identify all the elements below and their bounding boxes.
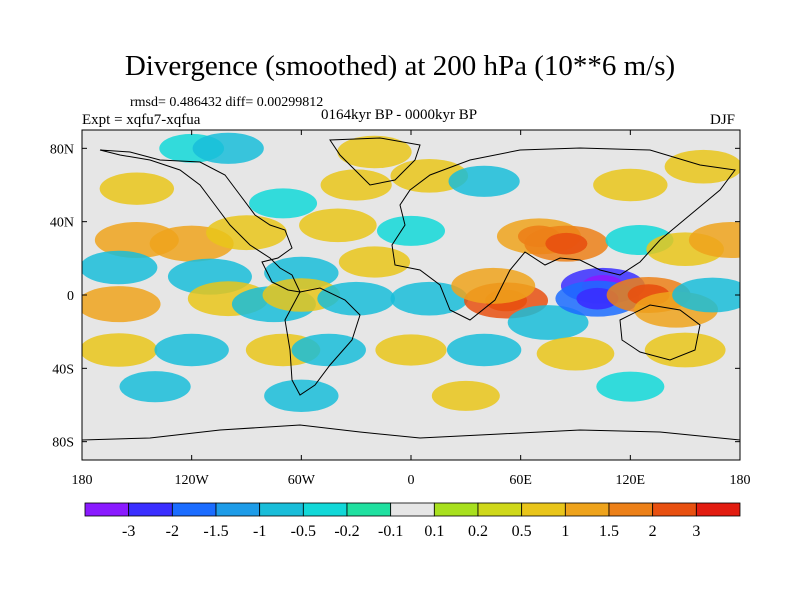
colorbar: -3 -2 -1.5 -1 -0.5 -0.2 -0.1 0.1 0.2 0.5 1 1.5 2 3 [84, 502, 741, 540]
period-label: 0164kyr BP - 0000kyr BP [321, 107, 478, 123]
colorbar-swatch [215, 502, 261, 517]
field-blob [507, 305, 589, 340]
field-blob [317, 281, 395, 316]
field-blob [644, 332, 726, 368]
field-blob [206, 215, 287, 251]
field-blob [320, 169, 392, 201]
colorbar-swatch [346, 502, 392, 517]
colorbar-swatch [652, 502, 697, 517]
field-blob [431, 380, 500, 411]
x-tick-label: 60E [509, 473, 532, 488]
field-blob [536, 336, 615, 371]
experiment-label: Expt = xqfu7-xqfua [82, 112, 201, 128]
colorbar-label: -0.1 [378, 523, 403, 540]
coastline-eurasia-africa [391, 147, 736, 321]
colorbar-label: -1.5 [203, 523, 228, 540]
y-tick-label: 80N [50, 142, 74, 157]
field-blob [596, 371, 665, 402]
field-blob-core [545, 232, 588, 255]
field-blob [82, 286, 161, 323]
colorbar-label: 2 [649, 523, 657, 540]
colorbar-label: 0.1 [424, 523, 444, 540]
map-field [82, 130, 740, 460]
field-blob [446, 333, 522, 367]
x-tick-label: 120W [175, 473, 210, 488]
coastline-australia [619, 304, 701, 361]
x-tick-label: 60W [288, 473, 316, 488]
field-blob [451, 267, 536, 304]
colorbar-swatch [128, 502, 173, 517]
colorbar-label: -2 [166, 523, 179, 540]
field-blob [119, 371, 191, 403]
coastline-south-america [284, 287, 361, 396]
field-blob [377, 215, 445, 246]
coastline-greenland [329, 137, 421, 186]
colorbar-label: -3 [122, 523, 135, 540]
colorbar-swatch [433, 502, 479, 517]
x-tick-label: 180 [730, 473, 751, 488]
y-tick-label: 40N [50, 216, 74, 231]
field-blob [291, 333, 366, 367]
colorbar-swatch [259, 502, 304, 517]
field-blob [82, 250, 158, 285]
colorbar-swatch [84, 502, 130, 517]
colorbar-swatch [564, 502, 610, 517]
stats-line: rmsd= 0.486432 diff= 0.00299812 [130, 95, 324, 110]
field-blob [338, 246, 411, 278]
field-blob [99, 172, 175, 205]
colorbar-label: 3 [692, 523, 700, 540]
field-blob [448, 165, 520, 197]
colorbar-label: 0.2 [468, 523, 488, 540]
colorbar-label: -0.2 [334, 523, 359, 540]
field-blob [82, 333, 158, 367]
chart-title: Divergence (smoothed) at 200 hPa (10**6 … [124, 50, 676, 82]
field-blob [154, 333, 229, 367]
field-blob [299, 208, 377, 243]
field-blob [593, 168, 668, 202]
x-tick-label: 0 [408, 473, 415, 488]
colorbar-label: -0.5 [291, 523, 316, 540]
colorbar-swatch [302, 502, 348, 517]
x-tick-label: 120E [616, 473, 646, 488]
coastline-antarctica [82, 424, 740, 441]
colorbar-swatch [171, 502, 217, 517]
field-blob [688, 222, 740, 258]
field-blob [672, 277, 740, 313]
y-tick-label: 40S [52, 362, 74, 377]
field-blob [337, 135, 412, 169]
season-label: DJF [710, 112, 736, 128]
colorbar-swatch [477, 502, 523, 517]
colorbar-label: -1 [253, 523, 266, 540]
colorbar-swatch [521, 502, 566, 517]
x-tick-label: 180 [72, 473, 93, 488]
field-blob [375, 334, 447, 366]
colorbar-label: 1.5 [599, 523, 619, 540]
axes: 180 120W 60W 0 60E 120E 180 80N 40N 0 40S 80S [50, 130, 751, 488]
colorbar-label: 1 [561, 523, 569, 540]
colorbar-swatch [608, 502, 654, 517]
colorbar-swatch [695, 502, 741, 517]
coastlines [82, 137, 740, 441]
y-tick-label: 0 [67, 289, 74, 304]
colorbar-swatch [390, 502, 435, 517]
field-blob [192, 132, 264, 164]
field-blob [664, 149, 740, 184]
y-tick-label: 80S [52, 436, 74, 451]
colorbar-label: 0.5 [512, 523, 532, 540]
field-blob [264, 379, 339, 413]
coastline-north-america [99, 149, 301, 293]
field-blob [249, 188, 318, 219]
